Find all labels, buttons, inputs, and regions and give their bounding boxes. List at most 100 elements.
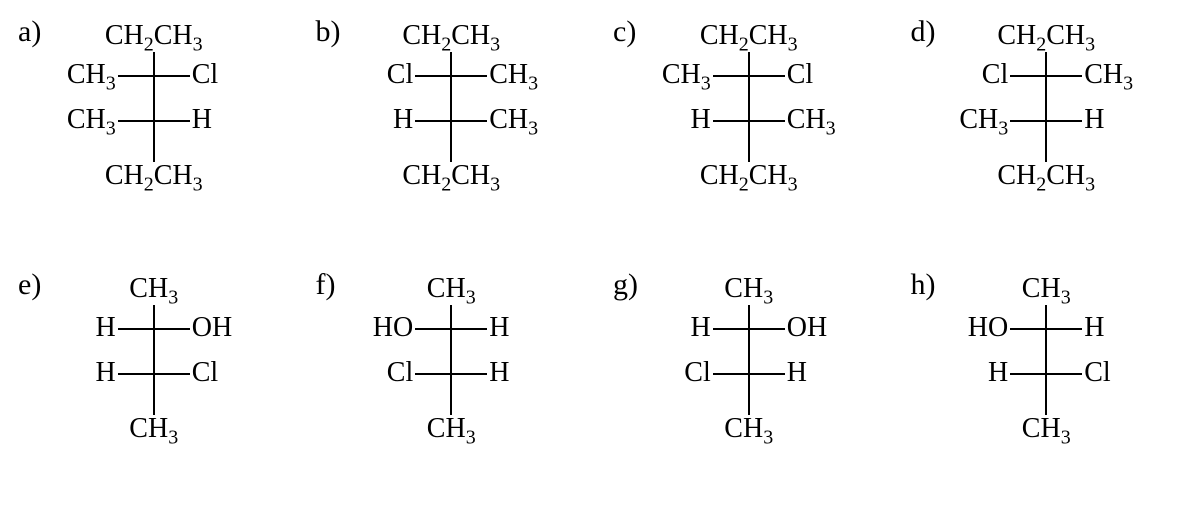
sub-left-2: CH3 (959, 104, 1008, 141)
bond-left-1 (118, 328, 154, 330)
structure-cell: c)CH2CH3CH2CH3CH3ClHCH3 (605, 15, 893, 258)
fischer-projection: CH3 CH3 H OH H Cl (54, 273, 254, 453)
bond-right-2 (1046, 120, 1082, 122)
structure-label: h) (911, 268, 936, 302)
bond-left-2 (415, 373, 451, 375)
structure-label: f) (316, 268, 336, 302)
bond-right-1 (749, 328, 785, 330)
bond-right-2 (749, 373, 785, 375)
bond-right-2 (1046, 373, 1082, 375)
top-group: CH3 (724, 273, 773, 310)
structures-grid: a)CH2CH3CH2CH3CH3ClCH3Hb)CH2CH3CH2CH3ClC… (10, 15, 1190, 511)
sub-right-2: H (192, 104, 212, 136)
sub-left-2: Cl (387, 357, 413, 389)
bond-right-2 (154, 120, 190, 122)
bond-left-2 (713, 373, 749, 375)
bond-right-1 (1046, 328, 1082, 330)
sub-right-1: Cl (787, 59, 813, 91)
fischer-projection: CH2CH3CH2CH3CH3ClHCH3 (649, 20, 849, 200)
sub-right-1: H (1084, 312, 1104, 344)
top-group: CH3 (427, 273, 476, 310)
structure-label: e) (18, 268, 41, 302)
top-group: CH2CH3 (105, 20, 203, 57)
sub-right-1: CH3 (489, 59, 538, 96)
backbone-line (1045, 305, 1047, 415)
backbone-line (450, 305, 452, 415)
bond-right-1 (154, 75, 190, 77)
sub-left-2: H (393, 104, 413, 136)
sub-right-1: OH (192, 312, 232, 344)
sub-right-2: H (1084, 104, 1104, 136)
bond-right-1 (1046, 75, 1082, 77)
bottom-group: CH3 (129, 413, 178, 450)
sub-left-1: CH3 (67, 59, 116, 96)
sub-left-1: CH3 (662, 59, 711, 96)
fischer-projection: CH3 CH3 H OH Cl H (649, 273, 849, 453)
structure-cell: f) CH3 CH3 HO H Cl H (308, 268, 596, 511)
structure-cell: g) CH3 CH3 H OH Cl H (605, 268, 893, 511)
bond-right-2 (154, 373, 190, 375)
bond-right-1 (154, 328, 190, 330)
bond-left-2 (118, 373, 154, 375)
bottom-group: CH3 (427, 413, 476, 450)
bond-left-1 (415, 328, 451, 330)
sub-left-2: H (691, 104, 711, 136)
bond-left-2 (713, 120, 749, 122)
bond-right-1 (749, 75, 785, 77)
bond-left-1 (713, 328, 749, 330)
bond-right-2 (451, 120, 487, 122)
sub-left-2: H (96, 357, 116, 389)
bottom-group: CH3 (724, 413, 773, 450)
sub-left-1: HO (968, 312, 1008, 344)
sub-right-1: CH3 (1084, 59, 1133, 96)
structure-label: g) (613, 268, 638, 302)
sub-left-1: HO (373, 312, 413, 344)
sub-right-2: CH3 (489, 104, 538, 141)
bottom-group: CH3 (1022, 413, 1071, 450)
sub-left-2: Cl (684, 357, 710, 389)
structure-cell: e) CH3 CH3 H OH H Cl (10, 268, 298, 511)
backbone-line (450, 52, 452, 162)
bond-left-1 (1010, 75, 1046, 77)
bottom-group: CH2CH3 (997, 160, 1095, 197)
top-group: CH2CH3 (997, 20, 1095, 57)
sub-left-1: Cl (982, 59, 1008, 91)
sub-left-1: H (691, 312, 711, 344)
bond-left-1 (713, 75, 749, 77)
structure-cell: b)CH2CH3CH2CH3ClCH3HCH3 (308, 15, 596, 258)
sub-right-2: H (489, 357, 509, 389)
bond-right-1 (451, 75, 487, 77)
bottom-group: CH2CH3 (402, 160, 500, 197)
bottom-group: CH2CH3 (700, 160, 798, 197)
fischer-projection: CH3CH3HOHHCl (946, 273, 1146, 453)
top-group: CH2CH3 (402, 20, 500, 57)
structure-cell: a)CH2CH3CH2CH3CH3ClCH3H (10, 15, 298, 258)
sub-left-2: CH3 (67, 104, 116, 141)
bond-left-1 (118, 75, 154, 77)
structure-label: d) (911, 15, 936, 49)
backbone-line (748, 305, 750, 415)
structure-label: b) (316, 15, 341, 49)
sub-right-2: Cl (1084, 357, 1110, 389)
bond-right-2 (749, 120, 785, 122)
bottom-group: CH2CH3 (105, 160, 203, 197)
sub-right-2: Cl (192, 357, 218, 389)
bond-left-1 (1010, 328, 1046, 330)
backbone-line (1045, 52, 1047, 162)
fischer-projection: CH2CH3CH2CH3ClCH3CH3H (946, 20, 1146, 200)
sub-right-1: Cl (192, 59, 218, 91)
top-group: CH3 (129, 273, 178, 310)
sub-right-1: OH (787, 312, 827, 344)
backbone-line (153, 305, 155, 415)
top-group: CH2CH3 (700, 20, 798, 57)
bond-left-1 (415, 75, 451, 77)
sub-right-1: H (489, 312, 509, 344)
bond-left-2 (1010, 120, 1046, 122)
top-group: CH3 (1022, 273, 1071, 310)
bond-right-1 (451, 328, 487, 330)
structure-cell: h)CH3CH3HOHHCl (903, 268, 1191, 511)
fischer-projection: CH2CH3CH2CH3CH3ClCH3H (54, 20, 254, 200)
sub-left-1: H (96, 312, 116, 344)
sub-right-2: H (787, 357, 807, 389)
backbone-line (748, 52, 750, 162)
